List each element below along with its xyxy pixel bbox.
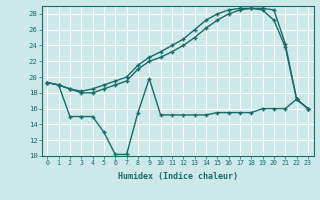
X-axis label: Humidex (Indice chaleur): Humidex (Indice chaleur) (118, 172, 237, 181)
